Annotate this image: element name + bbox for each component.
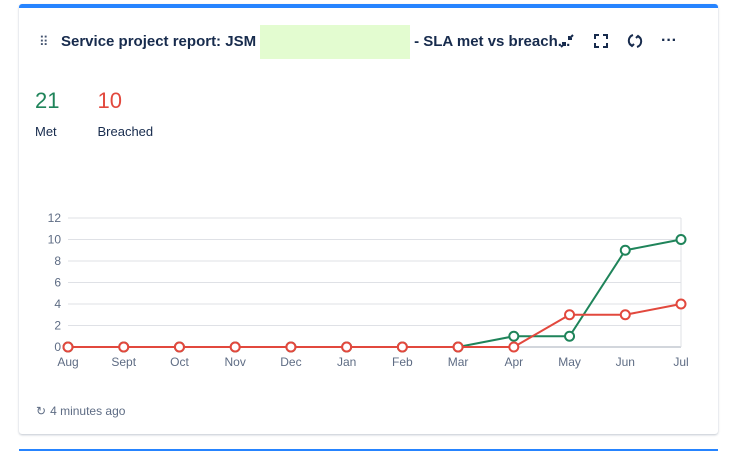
x-tick-label: Dec: [280, 355, 301, 369]
y-tick-label: 4: [54, 297, 61, 311]
data-point: [396, 341, 408, 353]
data-point: [173, 341, 185, 353]
data-point: [508, 330, 520, 342]
breached-label: Breached: [97, 124, 154, 139]
minimize-icon[interactable]: [556, 30, 578, 52]
dashboard-gadget-card: ⠿ Service project report: JSM - SLA met v…: [19, 4, 718, 434]
series-line-0: [68, 238, 682, 348]
data-point: [675, 298, 687, 310]
x-tick-label: Nov: [225, 355, 246, 369]
title-prefix: Service project report: JSM: [61, 32, 257, 50]
more-icon[interactable]: ···: [661, 32, 677, 49]
y-tick-label: 8: [54, 254, 61, 268]
x-tick-label: Jun: [616, 355, 635, 369]
x-tick-label: Mar: [448, 355, 469, 369]
x-tick-label: Oct: [170, 355, 189, 369]
updated-text: 4 minutes ago: [50, 404, 126, 418]
data-point: [564, 309, 576, 321]
y-tick-label: 10: [48, 233, 62, 247]
data-point: [285, 341, 297, 353]
series-line-1: [68, 303, 682, 348]
title-suffix: - SLA met vs breach...: [414, 32, 571, 50]
y-tick-label: 12: [48, 211, 62, 225]
refresh-icon[interactable]: [624, 30, 646, 52]
data-point: [118, 341, 130, 353]
refresh-small-icon: ↻: [36, 404, 47, 418]
next-gadget-border: [19, 449, 718, 451]
data-point: [229, 341, 241, 353]
x-tick-label: May: [558, 355, 581, 369]
data-point: [62, 341, 74, 353]
data-point: [675, 234, 687, 245]
x-tick-label: Jul: [673, 355, 688, 369]
stat-met: 21 Met: [35, 88, 59, 139]
y-tick-label: 2: [54, 319, 61, 333]
data-point: [564, 330, 576, 342]
data-point: [341, 341, 353, 353]
stat-breached: 10 Breached: [97, 88, 153, 139]
redacted-region: [260, 25, 411, 59]
breached-count: 10: [97, 88, 122, 113]
data-point: [619, 244, 631, 256]
x-tick-label: Apr: [504, 355, 523, 369]
fullscreen-icon[interactable]: [590, 30, 612, 52]
met-count: 21: [35, 88, 60, 113]
y-tick-label: 6: [54, 276, 61, 290]
drag-handle-icon[interactable]: ⠿: [39, 34, 49, 49]
x-tick-label: Aug: [57, 355, 78, 369]
x-tick-label: Feb: [392, 355, 413, 369]
last-updated: ↻ 4 minutes ago: [36, 404, 125, 418]
gadget-title: Service project report: JSM - SLA met vs …: [61, 25, 570, 59]
data-point: [452, 341, 464, 353]
x-tick-label: Sept: [111, 355, 136, 369]
data-point: [619, 309, 631, 321]
data-point: [508, 341, 520, 353]
met-label: Met: [35, 124, 57, 139]
x-tick-label: Jan: [337, 355, 356, 369]
gadget-header: ⠿ Service project report: JSM - SLA met v…: [39, 25, 698, 59]
y-tick-label: 0: [54, 340, 61, 354]
